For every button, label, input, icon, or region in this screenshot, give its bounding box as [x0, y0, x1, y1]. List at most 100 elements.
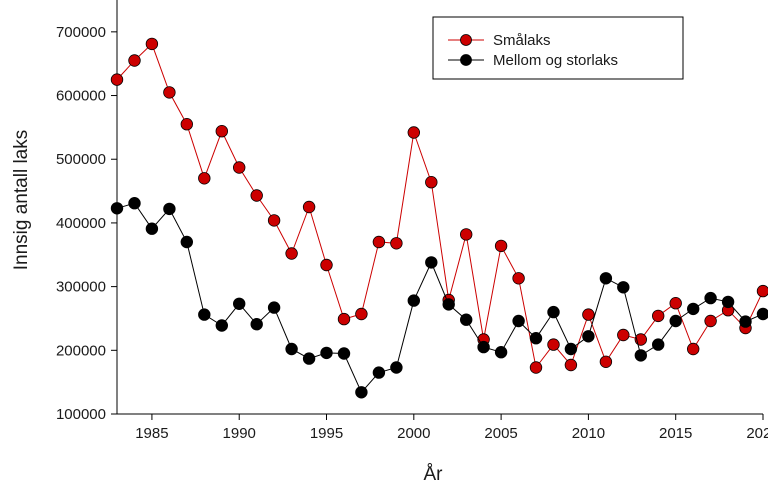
x-axis-title: År [424, 464, 444, 485]
x-tick-label: 2010 [572, 425, 605, 442]
data-point [425, 175, 438, 189]
data-point [390, 361, 403, 374]
series-layer [110, 37, 768, 399]
data-point [494, 239, 508, 253]
data-point [390, 237, 403, 250]
data-point [582, 330, 595, 343]
data-point [756, 307, 768, 321]
y-tick-label: 500000 [56, 151, 106, 168]
data-point [302, 200, 316, 214]
data-point [285, 247, 298, 260]
y-tick-label: 400000 [56, 215, 106, 232]
x-tick-label: 2000 [397, 425, 430, 442]
data-point [355, 386, 368, 399]
data-point [599, 355, 613, 369]
data-point [320, 258, 333, 272]
data-point [634, 349, 648, 362]
x-tick-label: 2020 [746, 425, 768, 442]
data-point [704, 314, 717, 328]
y-tick-label: 300000 [56, 279, 106, 296]
y-tick-label: 600000 [56, 88, 106, 105]
data-point [215, 319, 229, 332]
data-point [232, 161, 246, 174]
data-point [756, 284, 768, 298]
data-point [617, 281, 630, 294]
data-point [477, 340, 490, 354]
x-tick-label: 1990 [223, 425, 256, 442]
data-point [704, 291, 717, 305]
data-point [529, 361, 543, 374]
y-axis-title: Innsig antall laks [11, 130, 32, 270]
series-line [116, 43, 764, 369]
data-point [110, 73, 124, 86]
x-tick-label: 1985 [135, 425, 168, 442]
data-point [407, 294, 421, 307]
data-point [564, 358, 578, 372]
data-point [355, 307, 368, 321]
data-point [512, 314, 525, 328]
data-point [145, 37, 159, 51]
data-point [285, 342, 298, 356]
data-point [267, 301, 281, 314]
data-point [599, 272, 613, 285]
data-point [529, 332, 543, 345]
data-point [110, 202, 124, 215]
data-point [198, 172, 211, 185]
data-point [564, 342, 578, 356]
data-point [739, 315, 752, 328]
data-point [198, 308, 211, 321]
legend: Smålaks Mellom og storlaks [432, 16, 684, 80]
axes: 100000 200000 300000 400000 500000 600000 7000… [56, 0, 768, 442]
data-point [652, 338, 665, 351]
data-point [180, 235, 194, 249]
data-point [232, 297, 246, 311]
x-tick-label: 2015 [659, 425, 692, 442]
data-point [494, 346, 508, 359]
data-point [337, 347, 351, 360]
legend-label-smalaks: Smålaks [493, 32, 551, 49]
data-point [407, 126, 421, 139]
data-point [460, 313, 473, 326]
data-point [721, 295, 735, 309]
data-point [215, 124, 229, 138]
y-tick-label: 200000 [56, 342, 106, 359]
y-tick-label: 100000 [56, 406, 106, 423]
data-point [337, 312, 351, 326]
data-point [163, 202, 176, 216]
data-point [267, 214, 281, 227]
y-tick-label: 700000 [56, 24, 106, 41]
data-point [163, 86, 176, 99]
x-tick-label: 2005 [484, 425, 517, 442]
data-point [582, 308, 595, 321]
data-point [617, 328, 630, 342]
x-tick-label: 1995 [310, 425, 343, 442]
data-point [372, 366, 386, 379]
data-point [250, 318, 263, 331]
series-0 [110, 37, 768, 374]
data-point [547, 338, 560, 351]
legend-marker-smalaks [460, 34, 472, 46]
data-point [180, 117, 194, 131]
data-point [128, 196, 141, 210]
data-point [145, 222, 159, 235]
data-point [442, 298, 455, 311]
data-point [547, 305, 560, 319]
legend-marker-mellom-og-storlaks [460, 54, 472, 66]
series-1 [110, 196, 768, 399]
data-point [128, 54, 141, 67]
data-point [425, 256, 438, 269]
data-point [687, 302, 700, 316]
series-line [116, 202, 764, 394]
data-point [669, 297, 682, 310]
data-point [250, 189, 263, 202]
data-point [460, 228, 473, 241]
data-point [652, 309, 665, 323]
data-point [302, 352, 316, 365]
data-point [669, 314, 682, 328]
data-point [372, 235, 386, 249]
data-point [512, 272, 525, 285]
data-point [687, 342, 700, 356]
legend-box [432, 16, 684, 80]
data-point [320, 346, 333, 360]
